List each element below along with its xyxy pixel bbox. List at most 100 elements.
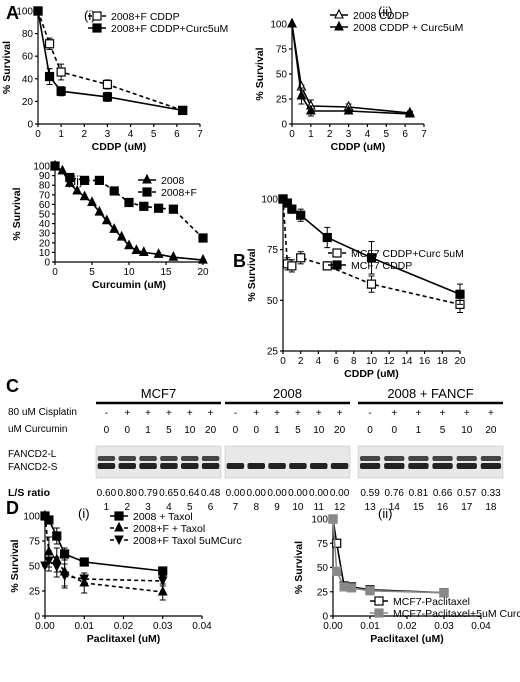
y-tick-label: 80 [39, 181, 51, 192]
data-point [287, 261, 297, 271]
lane-number: 3 [145, 502, 151, 513]
cisplatin-sign: + [145, 408, 151, 419]
y-tick-label: 75 [317, 539, 329, 550]
curcumin-dose: 10 [461, 425, 473, 436]
band-s [480, 463, 502, 469]
y-tick-label: 50 [39, 210, 51, 221]
band-l [408, 456, 429, 461]
x-axis-label: Paclitaxel (uM) [370, 633, 444, 645]
data-point [87, 196, 97, 207]
band-s [432, 463, 453, 469]
data-point [322, 261, 332, 271]
data-point [366, 253, 377, 263]
curcumin-dose: 10 [184, 425, 196, 436]
ls-ratio-value: 0.33 [481, 488, 501, 499]
cisplatin-sign: - [368, 408, 371, 419]
curcumin-dose: 5 [440, 425, 446, 436]
series-1: 2008+F [50, 161, 208, 243]
curcumin-row-label: uM Curcumin [8, 424, 67, 435]
band-s [310, 463, 328, 469]
x-tick-label: 12 [384, 356, 396, 367]
data-point [138, 246, 149, 256]
x-tick-label: 6 [333, 356, 339, 367]
cisplatin-sign: + [208, 408, 214, 419]
y-tick-label: 100 [261, 195, 278, 206]
data-point [322, 232, 332, 243]
y-tick-label: 40 [39, 219, 51, 230]
band-s [181, 463, 199, 469]
group-title: 2008 [273, 386, 302, 401]
x-tick-label: 3 [105, 129, 111, 140]
data-point [94, 205, 105, 216]
curcumin-dose: 1 [145, 425, 151, 436]
band-l [139, 456, 157, 461]
data-point [40, 509, 50, 520]
panel-label-b: B [233, 251, 246, 271]
curcumin-dose: 1 [416, 425, 422, 436]
x-tick-label: 5 [151, 129, 157, 140]
x-tick-label: 8 [351, 356, 357, 367]
x-tick-label: 1 [58, 129, 64, 140]
legend-label: MCF7-Paclitaxel+5uM Curc [393, 608, 520, 620]
y-tick-label: 0 [34, 612, 40, 623]
lane-number: 10 [292, 502, 304, 513]
data-point [94, 175, 105, 185]
y-tick-label: 50 [267, 296, 279, 307]
panel-label-c: C [6, 376, 19, 396]
data-point [33, 6, 43, 16]
ls-ratio-value: 0.00 [309, 488, 329, 499]
series-1: MCF7-Paclitaxel+5uM Curc [328, 514, 520, 620]
data-point [332, 566, 342, 576]
lane-number: 5 [187, 502, 193, 513]
data-point [158, 566, 168, 576]
y-tick-label: 100 [33, 162, 50, 173]
x-tick-label: 6 [402, 129, 408, 140]
ls-ratio-value: 0.66 [433, 488, 453, 499]
x-tick-label: 1 [308, 129, 314, 140]
band-l-label: FANCD2-L [8, 449, 57, 460]
x-tick-label: 0.02 [397, 621, 417, 632]
x-tick-label: 5 [384, 129, 390, 140]
y-tick-label: 0 [44, 258, 50, 269]
band-s-label: FANCD2-S [8, 462, 58, 473]
data-point [455, 289, 465, 299]
band-l [118, 456, 136, 461]
data-point [65, 172, 75, 183]
data-point [154, 203, 164, 213]
legend-label: 2008 CDDP + Curc5uM [353, 22, 463, 34]
data-point [50, 161, 60, 171]
band-s [139, 463, 157, 469]
x-tick-label: 20 [454, 356, 466, 367]
lane-number: 17 [461, 502, 473, 513]
ls-ratio-value: 0.00 [247, 488, 267, 499]
data-point [439, 588, 449, 598]
x-axis-label: CDDP (uM) [344, 368, 399, 380]
cisplatin-sign: + [316, 408, 322, 419]
data-point [157, 576, 168, 587]
legend-marker [142, 187, 152, 197]
data-point [365, 586, 375, 596]
ls-ratio-value: 0.81 [409, 488, 429, 499]
data-point [52, 531, 62, 541]
band-l [160, 456, 178, 461]
data-point [332, 538, 342, 548]
lane-number: 15 [413, 502, 425, 513]
legend-label: 2008+F CDDP [111, 11, 180, 23]
curcumin-dose: 0 [391, 425, 397, 436]
data-point [178, 105, 188, 116]
ls-ratio-value: 0.57 [457, 488, 477, 499]
data-point [168, 204, 178, 214]
x-tick-label: 7 [197, 129, 203, 140]
y-tick-label: 0 [27, 120, 33, 131]
y-tick-label: 25 [267, 347, 279, 358]
data-point [296, 210, 306, 220]
y-tick-label: 100 [16, 7, 33, 18]
legend-marker [332, 248, 342, 258]
data-point [64, 177, 75, 187]
band-s [384, 463, 405, 469]
cisplatin-sign: - [105, 408, 108, 419]
curcumin-dose: 20 [334, 425, 346, 436]
lane-number: 4 [166, 502, 172, 513]
y-tick-label: 90 [39, 171, 51, 182]
